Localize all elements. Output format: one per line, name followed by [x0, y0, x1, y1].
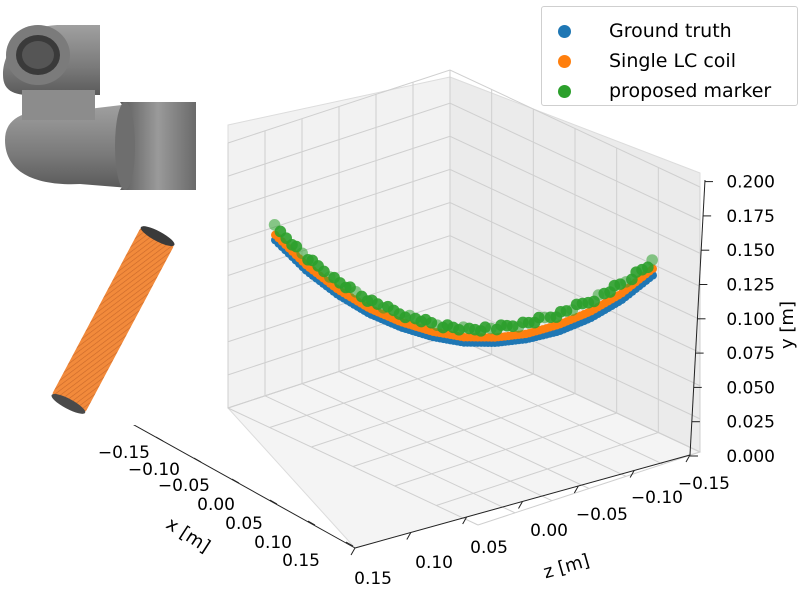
grid-line-floor-z: [477, 451, 701, 526]
y-tick-label: 0.025: [726, 413, 775, 433]
legend-marker-proposed-marker: [558, 84, 571, 98]
legend-item-ground-truth: Ground truth: [558, 17, 732, 45]
x-axis-label: x [m]: [162, 514, 214, 558]
x-tick-mark: [269, 499, 278, 505]
x-tick-mark: [345, 541, 354, 547]
z-tick-mark: [685, 454, 691, 463]
z-tick-mark: [629, 470, 635, 478]
y-tick-label: 0.150: [726, 241, 775, 261]
z-tick-label: −0.15: [678, 474, 730, 494]
grid-line-y: [227, 268, 701, 387]
z-tick-label: 0.15: [354, 569, 392, 589]
x-tick-mark: [231, 478, 240, 484]
x-tick-label: −0.10: [128, 460, 180, 480]
grid-line-y: [227, 102, 701, 221]
y-tick-label: 0.050: [726, 378, 775, 398]
z-tick-label: −0.05: [576, 505, 628, 525]
z-tick-mark: [573, 485, 579, 494]
y-tick-label: 0.175: [726, 207, 775, 227]
z-tick-label: 0.10: [415, 553, 453, 573]
grid-lines: [227, 69, 701, 526]
legend-label-ground-truth: Ground truth: [609, 20, 732, 42]
legend: Ground truth Single LC coil proposed mar…: [541, 6, 798, 106]
grid-line-floor-z: [311, 373, 534, 448]
grid-line-y: [227, 168, 701, 287]
legend-label-proposed-marker: proposed marker: [609, 80, 772, 102]
y-tick-label: 0.200: [726, 173, 775, 193]
y-tick-label: 0.125: [726, 276, 775, 296]
legend-label-single-lc-coil: Single LC coil: [609, 50, 736, 72]
z-tick-mark: [462, 516, 468, 525]
y-tick-label: 0.000: [726, 447, 775, 467]
z-tick-label: 0.05: [470, 538, 508, 558]
grid-line-floor-z: [269, 354, 492, 428]
data-point: [646, 254, 658, 266]
y-tick-label: 0.100: [726, 310, 775, 330]
y-axis-label: y [m]: [777, 301, 798, 349]
series-proposed-marker: [268, 219, 658, 337]
x-tick-label: 0.15: [282, 551, 320, 571]
legend-item-proposed-marker: proposed marker: [558, 77, 771, 105]
coil-inset-icon: [0, 215, 195, 425]
x-tick-label: −0.15: [98, 443, 150, 463]
grid-line-y: [227, 301, 701, 420]
z-tick-label: 0.00: [530, 521, 568, 541]
x-tick-mark: [155, 436, 164, 442]
grid-line-floor-z: [394, 412, 617, 487]
y-axis-line: [689, 179, 706, 456]
x-tick-label: 0.00: [197, 495, 235, 515]
z-tick-mark: [518, 501, 523, 509]
x-tick-label: −0.05: [158, 476, 210, 496]
x-tick-label: 0.05: [225, 514, 263, 534]
data-points: [268, 219, 658, 348]
ticks: −0.15−0.10−0.050.000.050.100.150.150.100…: [98, 173, 775, 589]
legend-marker-ground-truth: [558, 24, 571, 38]
grid-line-floor-z: [352, 393, 576, 467]
z-tick-label: −0.10: [631, 488, 683, 508]
grid-line-y: [227, 135, 701, 254]
pipe-fitting-inset-icon: [0, 0, 200, 200]
x-tick-mark: [193, 457, 202, 463]
z-axis-label: z [m]: [541, 550, 592, 583]
x-axis-line: [124, 419, 356, 549]
x-tick-mark: [307, 520, 316, 526]
z-tick-mark: [406, 532, 412, 540]
y-tick-label: 0.075: [726, 344, 775, 364]
legend-item-single-lc-coil: Single LC coil: [558, 47, 736, 75]
grid-line-y: [227, 69, 701, 188]
grid-line-y: [227, 235, 701, 354]
grid-line-floor-z: [436, 432, 659, 506]
x-tick-label: 0.10: [254, 533, 292, 553]
z-tick-mark: [350, 547, 356, 556]
axis-panes: [227, 76, 702, 549]
legend-marker-single-lc-coil: [558, 54, 571, 68]
